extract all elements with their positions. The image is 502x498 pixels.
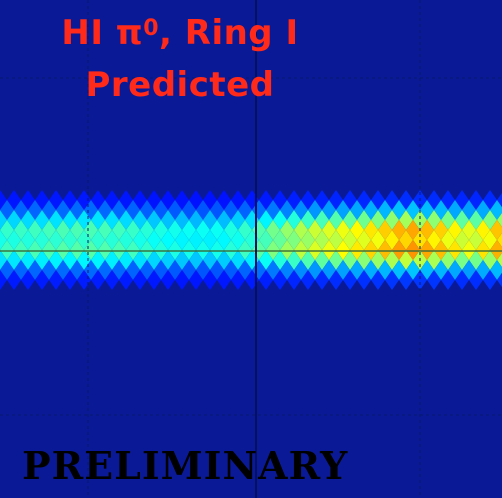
heatmap-cell xyxy=(343,270,357,290)
heatmap-cell xyxy=(0,210,7,230)
chart-title-line2: Predicted xyxy=(85,65,275,105)
heatmap-cell xyxy=(357,270,371,290)
heatmap-cells xyxy=(0,190,502,290)
heatmap-cell xyxy=(147,270,161,290)
heatmap-cell xyxy=(7,270,21,290)
heatmap-cell xyxy=(217,270,231,290)
heatmap-cell xyxy=(0,190,7,210)
heatmap-cell xyxy=(385,270,399,290)
title-rest: , Ring I xyxy=(159,13,299,53)
heatmap-cell xyxy=(63,270,77,290)
heatmap-cell xyxy=(399,270,413,290)
heatmap-cell xyxy=(203,270,217,290)
heatmap-cell xyxy=(0,270,7,290)
heatmap-cell xyxy=(497,212,502,228)
heatmap-cell xyxy=(273,270,287,290)
heatmap-cell xyxy=(490,260,502,280)
preliminary-watermark: PRELIMINARY xyxy=(22,443,349,488)
heatmap-cell xyxy=(490,200,502,220)
title-superscript: 0 xyxy=(143,16,160,41)
chart-title-line1: HI π0, Ring I xyxy=(0,14,360,52)
heatmap-cell xyxy=(35,270,49,290)
heatmap-cell xyxy=(413,270,427,290)
heatmap-cell xyxy=(49,270,63,290)
heatmap-cell xyxy=(259,270,273,290)
heatmap-cell xyxy=(231,270,245,290)
heatmap-cell xyxy=(21,270,35,290)
heatmap-cell xyxy=(315,270,329,290)
heatmap-cell xyxy=(329,270,343,290)
heatmap-cell xyxy=(77,270,91,290)
heatmap-cell xyxy=(119,270,133,290)
heatmap-cell xyxy=(371,270,385,290)
heatmap-cell xyxy=(469,270,483,290)
heatmap-cell xyxy=(441,270,455,290)
heatmap-cell xyxy=(287,270,301,290)
heatmap-cell xyxy=(497,232,502,248)
heatmap-cell xyxy=(497,192,502,208)
heatmap-cell xyxy=(91,270,105,290)
heatmap-cell xyxy=(189,270,203,290)
heatmap-cell xyxy=(427,270,441,290)
heatmap-cell xyxy=(301,270,315,290)
heatmap-cell xyxy=(0,250,7,270)
heatmap-cell xyxy=(455,270,469,290)
title-main: HI π xyxy=(61,13,144,53)
heatmap-cell xyxy=(161,270,175,290)
heatmap-cell xyxy=(497,272,502,288)
heatmap-cell xyxy=(133,270,147,290)
heatmap-cell xyxy=(105,270,119,290)
heatmap-cell xyxy=(490,220,502,240)
heatmap-cell xyxy=(483,270,497,290)
heatmap-cell xyxy=(497,252,502,268)
heatmap-cell xyxy=(0,230,7,250)
heatmap-cell xyxy=(175,270,189,290)
